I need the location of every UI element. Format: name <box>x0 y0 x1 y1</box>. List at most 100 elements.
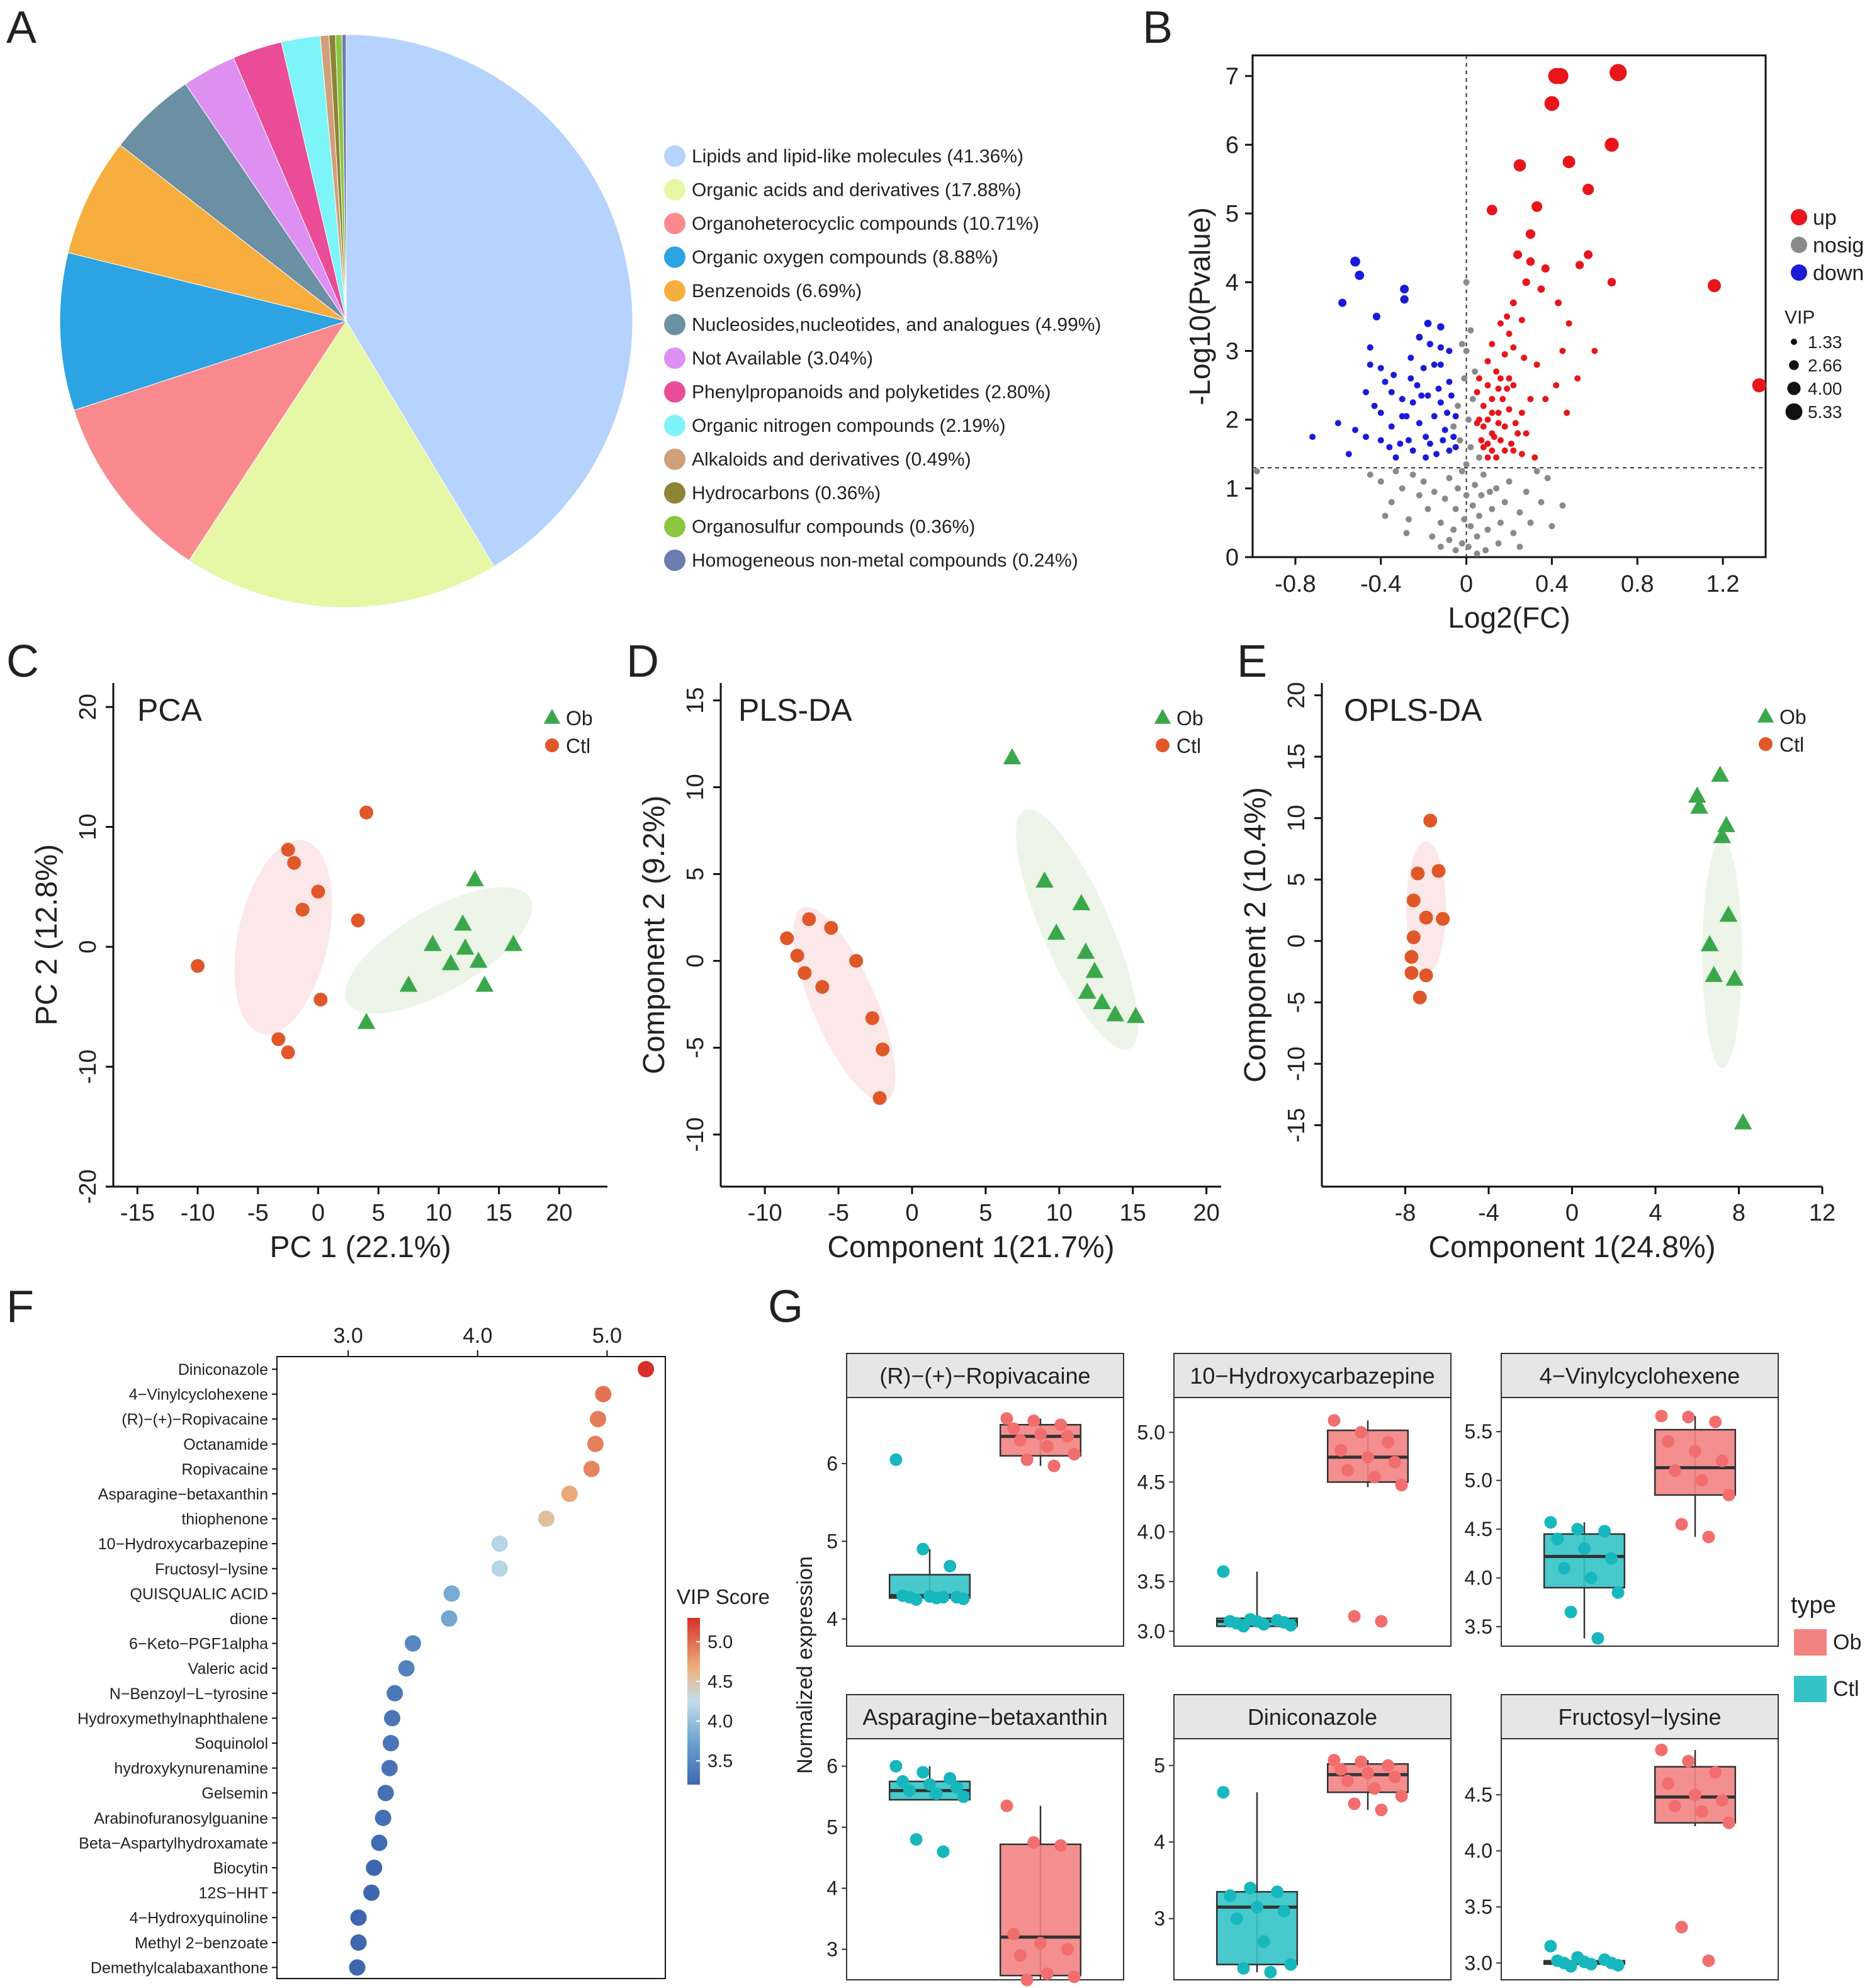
ob-point <box>1127 1007 1145 1024</box>
ctl-point <box>1436 912 1450 926</box>
up-point <box>1475 375 1482 382</box>
x-tick-label: 0 <box>1565 1200 1579 1226</box>
nosig-point <box>1523 489 1530 495</box>
legend-label-ob: Ob <box>1833 1630 1861 1654</box>
nosig-point <box>1463 347 1470 354</box>
down-point <box>1420 364 1427 371</box>
y-tick-label: -5 <box>682 1037 709 1058</box>
down-point <box>1377 437 1384 444</box>
ctl-point <box>790 949 804 963</box>
legend-label-ctl: Ctl <box>1779 733 1804 756</box>
legend-label-ctl: Ctl <box>566 735 590 757</box>
vip-dot <box>587 1435 604 1452</box>
x-tick-label: -0.4 <box>1360 571 1401 597</box>
up-point <box>1480 423 1487 430</box>
plot-title: PCA <box>137 692 202 728</box>
ctl-point <box>815 980 830 994</box>
y-tick-label: 5 <box>826 1816 838 1839</box>
sample-point-ctl <box>910 1833 923 1846</box>
up-point <box>1591 347 1598 354</box>
sample-point-ob <box>1355 1755 1368 1768</box>
ob-point <box>1106 1005 1124 1022</box>
down-point <box>1452 413 1459 420</box>
sample-point-ob <box>1362 1766 1374 1780</box>
nosig-point <box>1461 516 1468 522</box>
ctl-point <box>1423 813 1438 828</box>
sample-point-ob <box>1675 1518 1688 1531</box>
legend-swatch-ctl <box>1759 737 1773 751</box>
sample-point-ctl <box>896 1775 910 1788</box>
panel-letters: A B C D E F G <box>6 3 1267 1332</box>
x-tick-label: -10 <box>748 1200 782 1226</box>
sample-point-ctl <box>1224 1889 1237 1902</box>
sample-point-ob <box>1722 1488 1735 1501</box>
sample-point-ctl <box>1217 1786 1230 1799</box>
ob-point <box>1076 942 1095 959</box>
down-point <box>1371 402 1378 409</box>
facet-title: Fructosyl−lysine <box>1558 1704 1721 1730</box>
x-tick-label: 5 <box>372 1200 385 1226</box>
facet-strip <box>846 1353 1124 1398</box>
y-tick-label: 5.5 <box>1465 1420 1492 1443</box>
metabolite-label: 6−Keto−PGF1alpha <box>129 1635 268 1653</box>
y-tick-label: 4.5 <box>1137 1471 1165 1493</box>
x-axis-label: Component 1(21.7%) <box>827 1231 1114 1264</box>
sample-point-ctl <box>1598 1525 1611 1538</box>
sample-point-ctl <box>916 1542 930 1556</box>
metabolite-label: dione <box>230 1610 268 1628</box>
facet: Diniconazole 3 4 5 <box>1154 1694 1452 1980</box>
up-point <box>1574 375 1581 382</box>
y-tick-label: 5 <box>1154 1754 1165 1777</box>
legend-swatch <box>664 246 685 268</box>
nosig-point <box>1446 475 1453 482</box>
sample-point-ob <box>1020 1974 1034 1986</box>
sample-point-ctl <box>1591 1632 1604 1645</box>
down-point <box>1397 440 1404 447</box>
box-ob <box>999 1843 1082 1977</box>
sample-point-ctl <box>1244 1882 1257 1895</box>
facet: 4−Vinylcyclohexene 3.5 4.0 4.5 5.0 5.5 <box>1465 1353 1779 1647</box>
sample-point-ctl <box>1571 1523 1584 1536</box>
up-point <box>1527 395 1534 402</box>
metabolite-label: 4−Vinylcyclohexene <box>129 1386 268 1404</box>
nosig-point <box>1527 519 1534 526</box>
y-tick-label: 5.0 <box>1465 1469 1492 1492</box>
sample-point-ob <box>1715 1793 1728 1807</box>
up-point <box>1555 299 1562 307</box>
metabolite-label: Valeric acid <box>188 1660 268 1678</box>
legend-label: Organic oxygen compounds (8.88%) <box>692 247 998 268</box>
legend-swatch <box>664 313 685 336</box>
facet-strip <box>1501 1694 1779 1739</box>
vip-dot <box>561 1486 578 1502</box>
up-point <box>1489 447 1496 454</box>
ctl-point <box>1431 864 1446 878</box>
down-point <box>1414 382 1421 389</box>
ob-point <box>1717 816 1735 832</box>
up-point <box>1489 341 1496 347</box>
y-tick-label: 4.5 <box>1465 1783 1492 1806</box>
vip-dot <box>350 1934 367 1951</box>
y-tick-label: 4 <box>826 1877 838 1900</box>
nosig-point <box>1474 533 1480 540</box>
up-point <box>1541 264 1550 273</box>
y-tick-label: 5 <box>1226 201 1239 227</box>
vip-size-swatch <box>1785 403 1803 421</box>
facet-title: (R)−(+)−Ropivacaine <box>879 1363 1090 1389</box>
up-point <box>1565 320 1572 327</box>
sample-point-ctl <box>1544 1516 1557 1529</box>
ob-point <box>441 954 460 971</box>
up-point <box>1537 285 1545 293</box>
nosig-point <box>1388 499 1395 505</box>
sample-point-ob <box>1722 1816 1735 1829</box>
down-point <box>1437 399 1444 406</box>
up-point <box>1491 433 1497 440</box>
ob-point <box>466 870 484 886</box>
y-tick-label: 10 <box>1283 805 1310 831</box>
sample-point-ob <box>1013 1949 1027 1962</box>
sample-point-ob <box>1388 1455 1401 1469</box>
sample-point-ctl <box>1611 1586 1625 1599</box>
facet: Fructosyl−lysine 3.0 3.5 4.0 4.5 <box>1465 1694 1779 1980</box>
nosig-point <box>1446 536 1453 543</box>
down-point <box>1350 256 1360 267</box>
